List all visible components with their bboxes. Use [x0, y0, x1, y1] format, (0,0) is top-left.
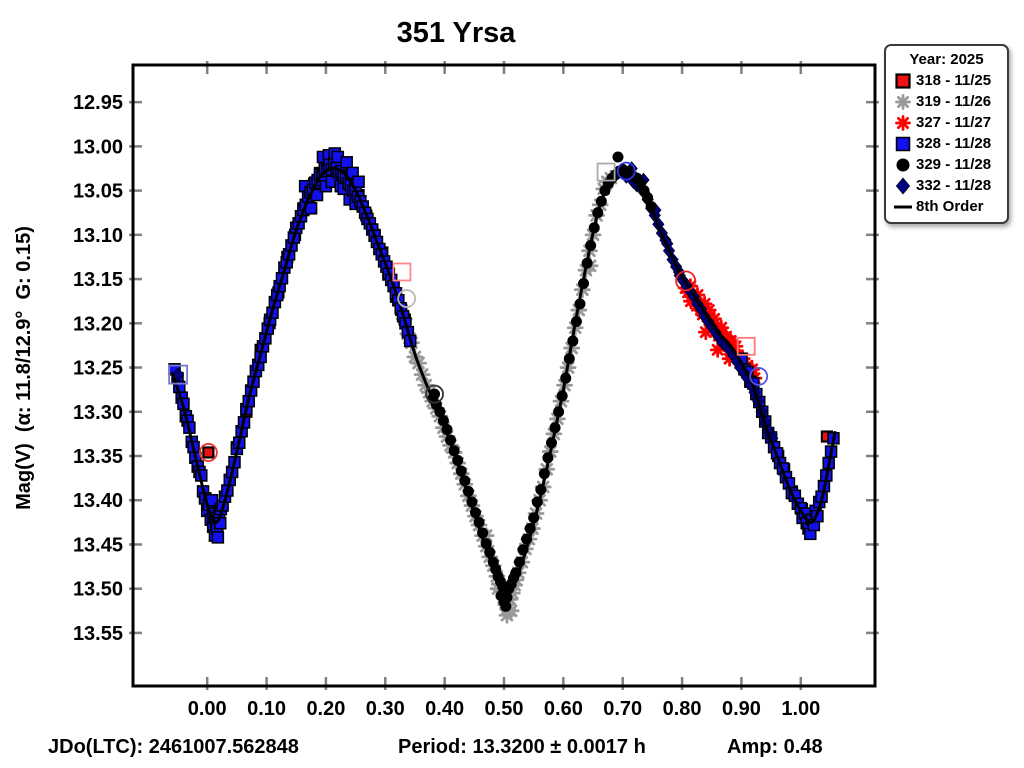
fit-curve: [171, 166, 837, 596]
legend-item-label: 329 - 11/28: [916, 156, 992, 173]
svg-text:0.80: 0.80: [663, 698, 702, 720]
svg-text:13.25: 13.25: [73, 358, 123, 380]
svg-text:0.60: 0.60: [544, 698, 583, 720]
gray-asterisk-marker-icon: [895, 93, 911, 110]
blue-square-marker-icon: [895, 136, 911, 151]
fit-line-marker-icon: [894, 205, 912, 208]
svg-text:13.05: 13.05: [73, 181, 123, 203]
legend-item-329: 329 - 11/28: [892, 154, 1001, 175]
svg-text:0.70: 0.70: [603, 698, 642, 720]
svg-text:0.90: 0.90: [722, 698, 761, 720]
svg-text:13.10: 13.10: [73, 225, 123, 247]
excluded-points: [168, 161, 769, 462]
red-square-marker-icon: [895, 72, 911, 89]
y-axis-label: Mag(V) (α: 11.8/12.9° G: 0.15): [13, 226, 35, 510]
series-329: [427, 151, 657, 612]
legend-item-label: 332 - 11/28: [916, 177, 992, 194]
legend-item-label: 318 - 11/25: [916, 72, 992, 89]
svg-text:13.15: 13.15: [73, 269, 123, 291]
svg-text:13.35: 13.35: [73, 446, 123, 468]
period-value: Period: 13.3200 ± 0.0017 h: [398, 736, 646, 758]
legend: Year: 2025 318 - 11/25 319 - 11/26 327 -…: [884, 44, 1009, 224]
black-circle-marker-icon: [896, 158, 910, 171]
legend-title: Year: 2025: [909, 51, 984, 68]
legend-item-fit: 8th Order: [892, 196, 1001, 217]
legend-item-327: 327 - 11/27: [892, 112, 1001, 133]
plot-layers: 0.00 0.10 0.20 0.30 0.40 0.50 0.60 0.70 0.80 0.90…: [73, 61, 879, 720]
legend-item-318: 318 - 11/25: [892, 70, 1001, 91]
svg-text:0.10: 0.10: [247, 698, 286, 720]
svg-text:13.50: 13.50: [73, 579, 123, 601]
svg-text:0.50: 0.50: [485, 698, 524, 720]
svg-text:13.30: 13.30: [73, 402, 123, 424]
amplitude-value: Amp: 0.48: [727, 736, 823, 758]
legend-item-332: 332 - 11/28: [892, 175, 1001, 196]
svg-text:13.55: 13.55: [73, 623, 123, 645]
svg-text:13.00: 13.00: [73, 136, 123, 158]
legend-item-label: 319 - 11/26: [916, 93, 992, 110]
legend-item-label: 327 - 11/27: [916, 114, 992, 131]
legend-item-label: 328 - 11/28: [916, 135, 992, 152]
svg-text:1.00: 1.00: [781, 698, 820, 720]
svg-text:0.20: 0.20: [306, 698, 345, 720]
legend-item-label: 8th Order: [916, 198, 984, 215]
jdo-value: JDo(LTC): 2461007.562848: [48, 736, 299, 758]
red-asterisk-marker-icon: [895, 114, 911, 131]
svg-text:13.20: 13.20: [73, 313, 123, 335]
svg-text:0.00: 0.00: [188, 698, 227, 720]
svg-text:0.30: 0.30: [366, 698, 405, 720]
svg-text:12.95: 12.95: [73, 92, 123, 114]
svg-text:13.45: 13.45: [73, 534, 123, 556]
plot-frame: [131, 63, 877, 688]
svg-text:0.40: 0.40: [425, 698, 464, 720]
page-title: 351 Yrsa: [397, 17, 517, 49]
svg-text:13.40: 13.40: [73, 490, 123, 512]
navy-diamond-marker-icon: [895, 176, 911, 195]
legend-item-328: 328 - 11/28: [892, 133, 1001, 154]
legend-item-319: 319 - 11/26: [892, 91, 1001, 112]
